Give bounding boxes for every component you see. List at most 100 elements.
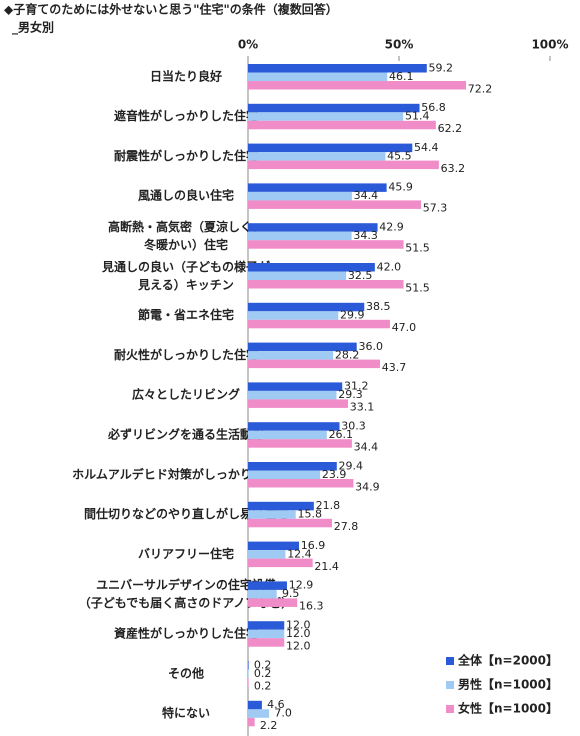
value-label: 51.4 (405, 110, 430, 123)
value-label: 7.0 (274, 707, 292, 720)
value-label: 54.4 (414, 141, 439, 154)
value-label: 16.9 (301, 539, 326, 552)
value-label: 12.0 (286, 627, 311, 640)
category-label: その他 (168, 665, 204, 680)
value-label: 0.2 (254, 667, 272, 680)
bar (248, 598, 298, 607)
category-label: 日当たり良好 (150, 68, 222, 83)
bar (248, 550, 286, 559)
bar (248, 669, 249, 678)
legend-swatch (446, 705, 454, 713)
bar (248, 390, 337, 400)
value-label: 51.5 (405, 281, 430, 294)
bar (248, 359, 380, 369)
bar (248, 638, 285, 647)
bar (248, 462, 337, 471)
bar (248, 200, 422, 209)
x-tick-label: 50% (385, 38, 414, 52)
x-tick-label: 0% (238, 38, 258, 52)
bar (248, 501, 314, 511)
chart-subtitle: _男女別 (12, 20, 54, 36)
bar (248, 629, 285, 639)
bar (248, 518, 332, 528)
category-label: ユニバーサルデザインの住宅設備（子どもでも届く高さのドアノブなど） (79, 577, 293, 610)
bar (248, 302, 365, 312)
value-label: 34.4 (354, 440, 379, 453)
bar (248, 240, 404, 249)
value-label: 0.2 (254, 658, 272, 671)
bar (248, 183, 387, 192)
category-label: 見通しの良い（子どもの様子が見える）キッチン (101, 258, 270, 291)
bar (248, 430, 327, 440)
bar (248, 81, 467, 90)
value-label: 34.9 (355, 480, 380, 493)
bar (248, 399, 348, 408)
bar (248, 589, 277, 599)
value-label: 46.1 (389, 70, 414, 83)
chart-title: ◆子育てのためには外せないと思う"住宅"の条件（複数回答） (4, 2, 338, 17)
bar (248, 470, 321, 479)
value-label: 2.2 (260, 719, 278, 732)
value-label: 36.0 (358, 340, 383, 353)
value-label: 45.5 (387, 149, 412, 162)
value-label: 29.4 (339, 459, 364, 472)
legend-label: 全体【n=2000】 (457, 653, 558, 668)
bar (248, 103, 420, 113)
value-label: 45.9 (388, 181, 413, 194)
bar (248, 319, 390, 329)
value-label: 31.2 (344, 380, 369, 393)
value-label: 32.5 (348, 269, 373, 282)
bar (248, 479, 354, 488)
bar (248, 311, 339, 320)
legend-label: 女性【n=1000】 (458, 701, 558, 716)
x-tick-label: 100% (531, 38, 568, 52)
value-label: 27.8 (334, 520, 359, 533)
value-label: 12.4 (287, 547, 312, 560)
category-label: 広々としたリビング (132, 387, 240, 402)
category-label: 高断熱・高気密（夏涼しく、冬暖かい）住宅 (108, 218, 264, 251)
bar (248, 510, 296, 519)
category-label: 資産性がしっかりした住宅 (114, 625, 258, 640)
bar (248, 717, 255, 727)
value-label: 16.3 (299, 600, 324, 613)
value-label: 72.2 (468, 82, 493, 95)
value-label: 47.0 (392, 321, 417, 334)
value-label: 63.2 (441, 162, 466, 175)
value-label: 4.6 (267, 698, 285, 711)
value-label: 12.0 (286, 618, 311, 631)
value-label: 59.2 (429, 61, 454, 74)
bar (248, 191, 352, 201)
value-label: 51.5 (405, 241, 430, 254)
category-label: 間仕切りなどのやり直しがし易い住宅 (84, 506, 288, 521)
bar (248, 351, 334, 360)
bar (248, 709, 270, 718)
bar (248, 263, 375, 272)
value-label: 29.3 (338, 388, 363, 401)
bar (248, 558, 313, 568)
value-label: 62.2 (438, 122, 463, 135)
value-label: 23.9 (322, 468, 347, 481)
bar (248, 271, 347, 280)
value-label: 29.9 (340, 309, 365, 322)
value-label: 56.8 (421, 101, 446, 114)
value-label: 30.3 (341, 419, 366, 432)
value-label: 9.5 (282, 587, 300, 600)
value-label: 28.2 (335, 348, 360, 361)
category-label: 必ずリビングを通る生活動線 (107, 426, 264, 441)
value-label: 57.3 (423, 202, 448, 215)
bar (248, 152, 386, 161)
category-label: 節電・省エネ住宅 (138, 307, 234, 322)
value-label: 43.7 (382, 361, 407, 374)
bar (248, 439, 352, 448)
legend-swatch (446, 681, 454, 689)
value-label: 21.8 (316, 499, 341, 512)
value-label: 34.4 (354, 189, 379, 202)
value-label: 33.1 (350, 401, 375, 414)
category-label: 特にない (162, 705, 210, 720)
value-label: 34.3 (353, 229, 378, 242)
bar (248, 120, 436, 130)
value-label: 42.9 (379, 220, 404, 233)
bar (248, 231, 352, 241)
bar (248, 661, 249, 670)
